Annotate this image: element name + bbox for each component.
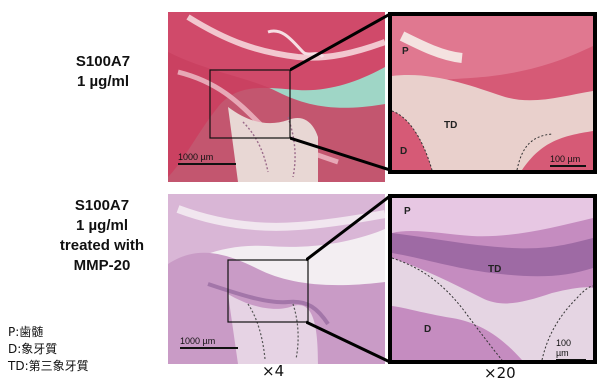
row2-letter-d: D <box>424 324 432 335</box>
legend-item-td: TD:第三象牙質 <box>8 359 89 373</box>
row1-label-line1: S100A7 <box>75 53 131 70</box>
row1-high-scale-bar: 100 µm <box>550 154 586 167</box>
row1-letter-p: P <box>402 46 409 57</box>
row2-label-line3: treated with <box>59 237 145 254</box>
row1-zoom-guides <box>290 12 390 172</box>
row2-letter-p: P <box>404 206 411 217</box>
row2-low-scale-bar: 1000 µm <box>180 336 238 349</box>
row2-high-scale-bar: 100 µm <box>556 338 586 360</box>
row1-high-scale-label: 100 µm <box>550 154 581 164</box>
row2-low-scale-label: 1000 µm <box>180 336 216 346</box>
row2-low-mag-micrograph: 1000 µm <box>168 194 385 364</box>
row1-letter-td: TD <box>444 120 458 131</box>
row2-high-mag-micrograph: P TD D 100 µm <box>388 194 597 364</box>
row1-low-scale-bar: 1000 µm <box>178 152 236 165</box>
legend-item-d: D:象牙質 <box>8 342 58 356</box>
row1-letter-d: D <box>400 146 408 157</box>
abbreviation-legend: P:歯髄 D:象牙質 TD:第三象牙質 <box>8 324 89 375</box>
row1-label: S100A7 1 µg/ml <box>48 52 158 92</box>
row1-label-line2: 1 µg/ml <box>77 73 129 90</box>
row2-label-line2: 1 µg/ml <box>76 217 128 234</box>
row2-zoom-guides <box>306 194 390 364</box>
low-magnification-label: ×4 <box>262 362 285 380</box>
row2-label-line1: S100A7 <box>74 197 130 214</box>
legend-item-p: P:歯髄 <box>8 325 44 339</box>
row2-label: S100A7 1 µg/ml treated with MMP-20 <box>42 196 162 276</box>
row2-high-scale-label: 100 µm <box>556 338 572 358</box>
row2-letter-td: TD <box>488 264 502 275</box>
row1-low-mag-micrograph: 1000 µm <box>168 12 385 182</box>
row1-low-scale-label: 1000 µm <box>178 152 214 162</box>
row1-high-mag-micrograph: P TD D 100 µm <box>388 12 597 174</box>
high-magnification-label: ×20 <box>484 364 516 382</box>
row2-label-line4: MMP-20 <box>73 257 131 274</box>
